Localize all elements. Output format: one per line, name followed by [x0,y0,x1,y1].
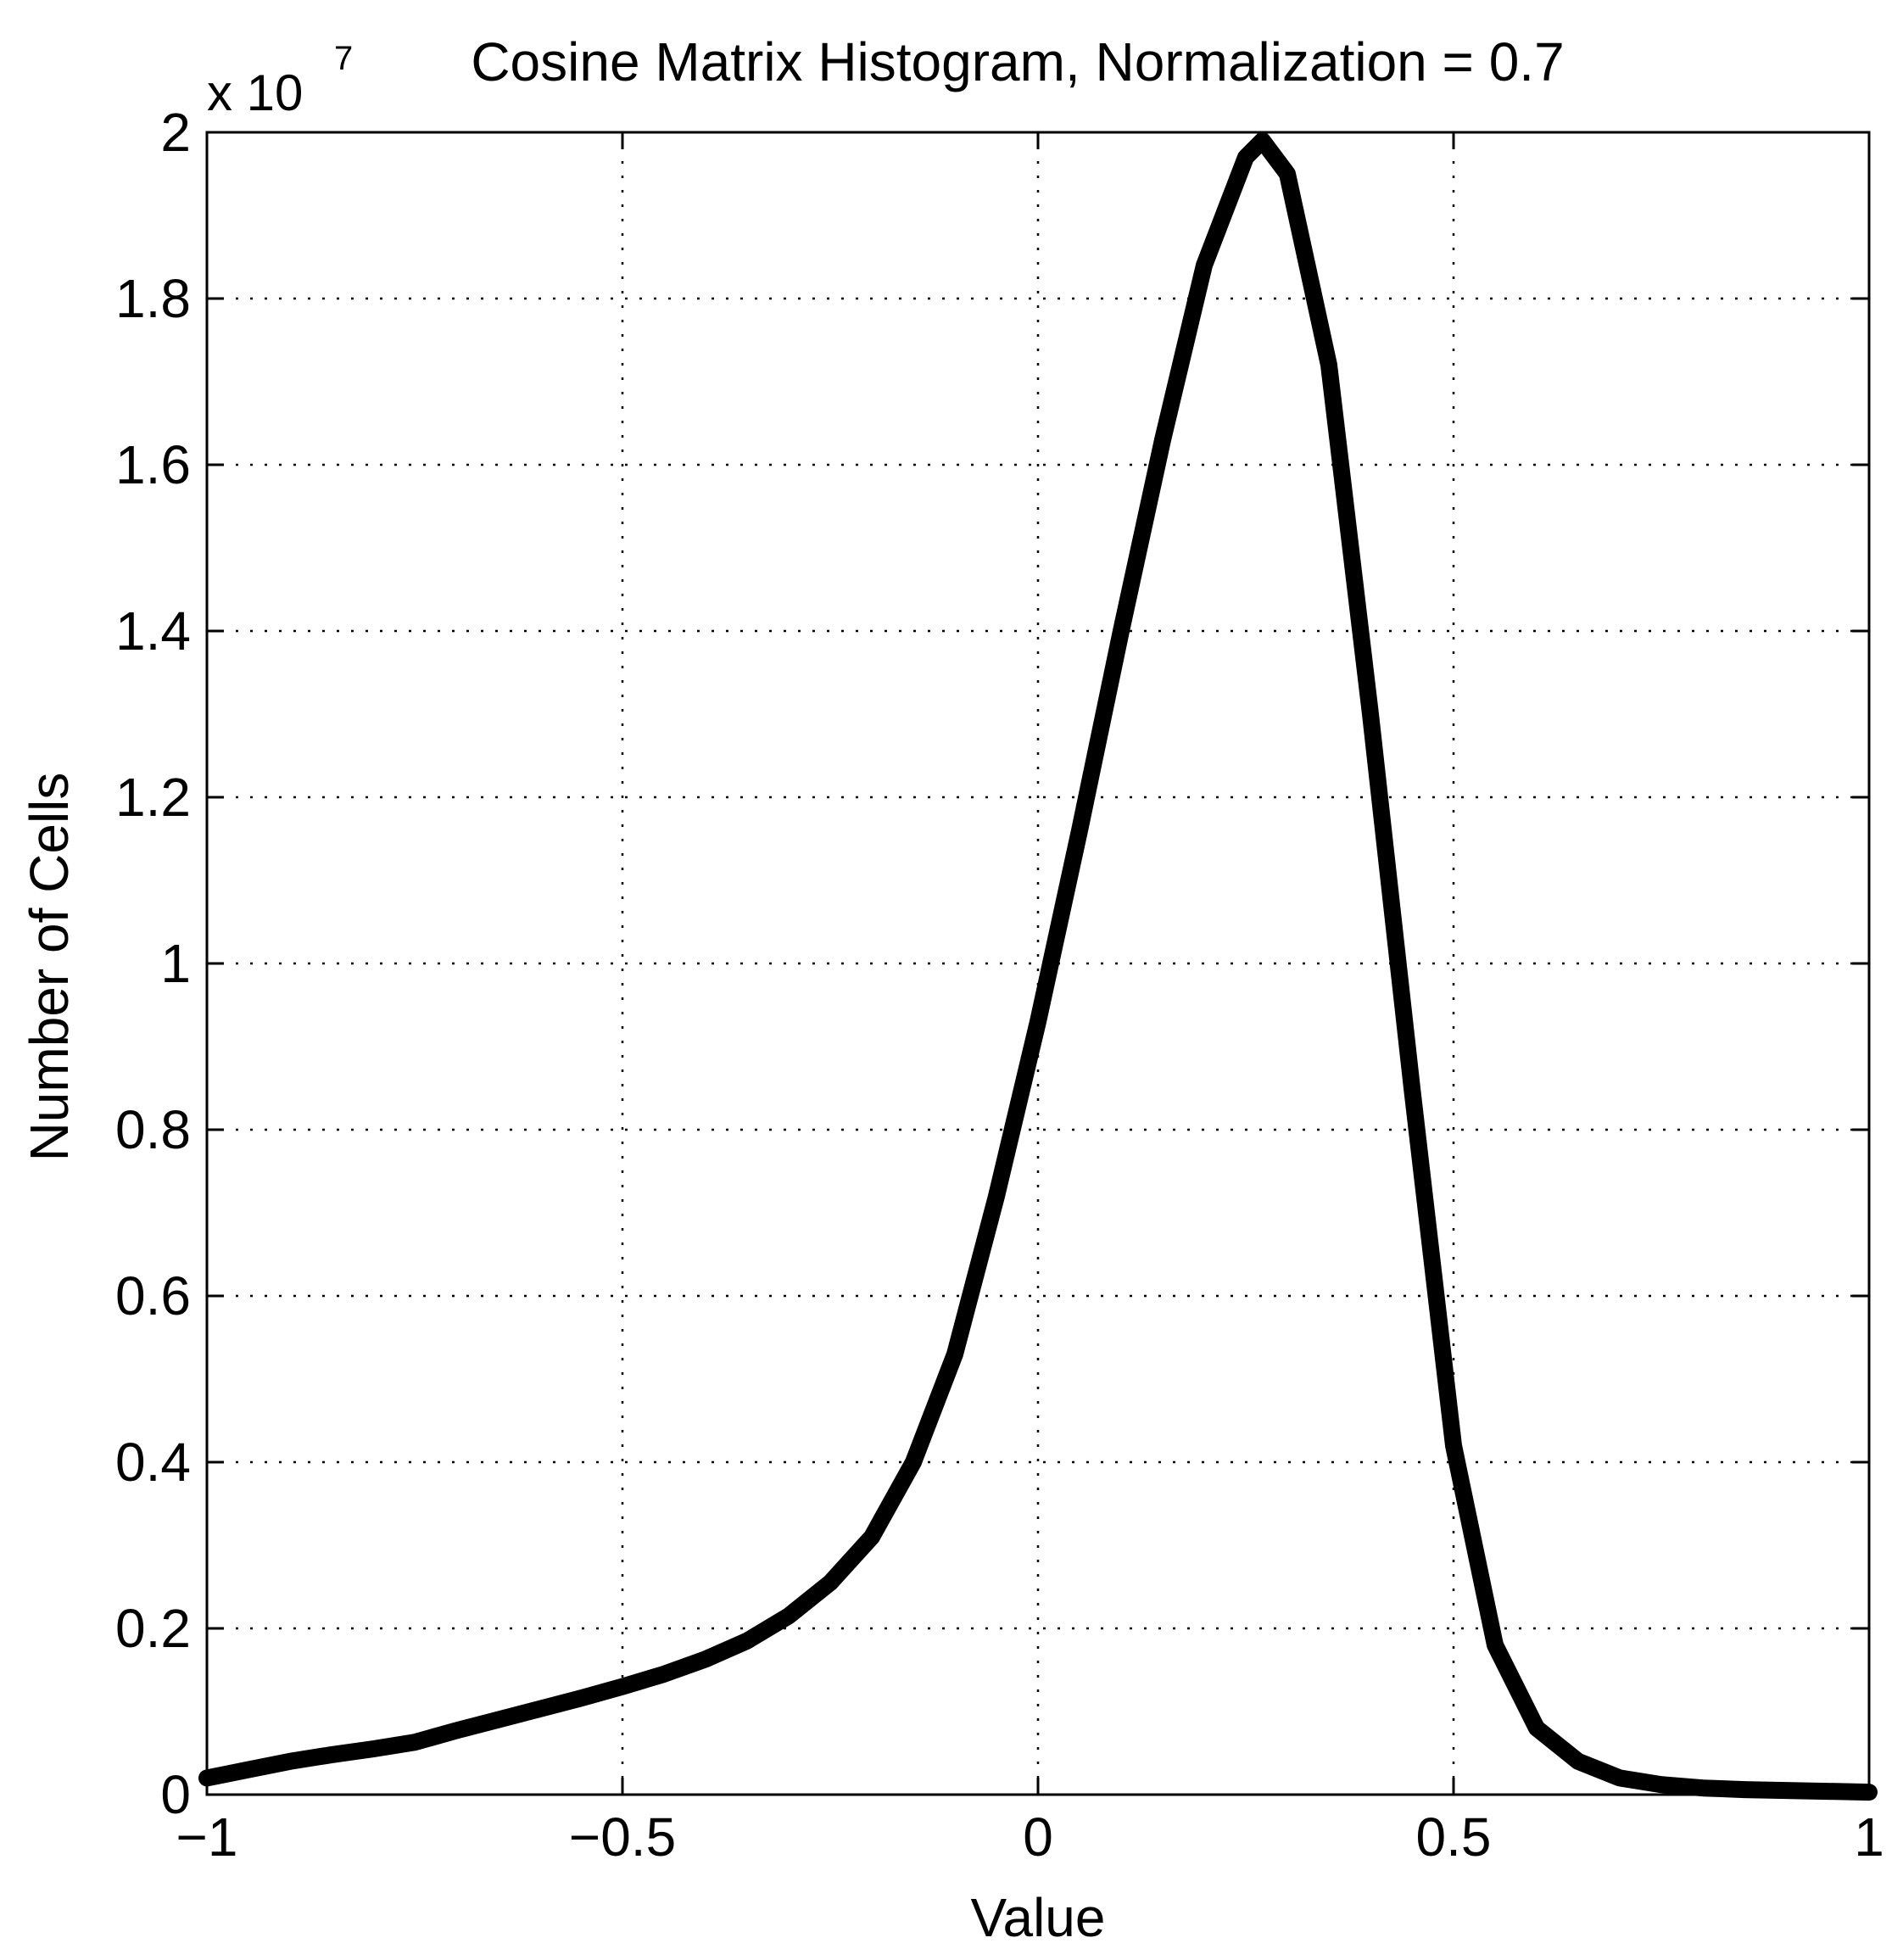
x-tick-label: −0.5 [569,1806,676,1868]
x-tick-label: 0 [1023,1806,1053,1868]
y-tick-label: 1.2 [115,767,191,828]
series-line [198,131,1878,1801]
x-axis-label: Value [971,1887,1106,1948]
x-tick-label: 0.5 [1416,1806,1492,1868]
y-tick-label: 1.8 [115,268,191,329]
tick-labels: −1 −0.5 0 0.5 1 0 0.2 0.4 0.6 0.8 1 1.2 1.4 1.6 1.8 2 [115,102,1884,1868]
y-scale-exponent: 7 [334,40,353,77]
y-tick-label: 0.6 [115,1265,191,1326]
y-tick-label: 0.8 [115,1099,191,1160]
y-tick-label: 0 [160,1764,191,1825]
y-scale-prefix: x 10 [207,64,303,121]
y-tick-label: 1.6 [115,434,191,495]
y-tick-label: 1 [160,933,191,994]
y-tick-label: 0.4 [115,1432,191,1493]
x-tick-label: −1 [176,1806,238,1868]
y-axis-label: Number of Cells [19,773,80,1162]
x-tick-label: 1 [1854,1806,1884,1868]
y-tick-label: 2 [160,102,191,163]
grid-lines [207,132,1869,1795]
chart-title: Cosine Matrix Histogram, Normalization =… [471,31,1564,92]
plot-frame [205,131,1871,1796]
y-tick-label: 0.2 [115,1598,191,1659]
y-tick-label: 1.4 [115,600,191,662]
